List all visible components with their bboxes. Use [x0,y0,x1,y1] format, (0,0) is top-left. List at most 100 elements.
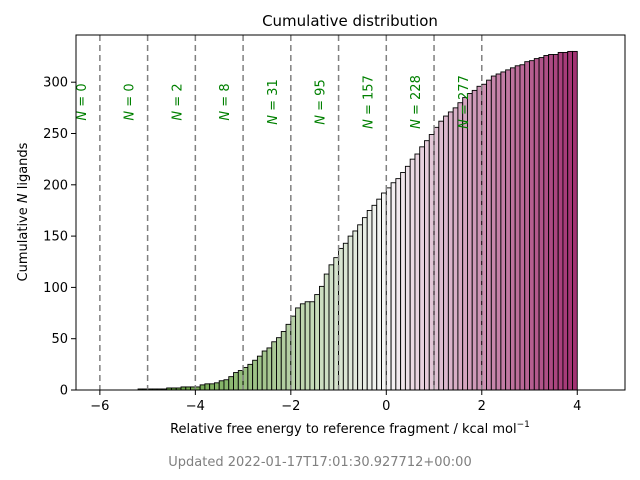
bar [438,120,445,391]
bar [424,140,430,391]
bar [280,331,287,391]
bar [299,303,306,391]
bar [552,54,559,391]
bar [366,209,373,391]
bar [256,355,263,391]
bar [557,51,564,391]
x-tick-label: 0 [382,399,390,414]
bar [519,64,526,391]
bar [342,242,349,391]
bar [495,73,502,391]
chart-title: Cumulative distribution [262,12,438,30]
bar [400,172,406,391]
count-label: N = 8 [218,83,233,120]
bar [319,285,325,391]
bar [486,79,492,391]
bar [572,50,578,391]
bar [295,307,301,391]
bar [213,382,220,391]
bar [443,115,449,391]
vertical-line-labels-group: N = 0 N = 0 N = 2 N = 8 N = 31 N = 95 N = 157 N… [75,75,472,129]
bar [361,217,368,391]
count-label: N = 0 [123,83,138,120]
bar [500,71,507,391]
x-axis-ticks: −6 −4 −2 0 2 4 [90,390,581,414]
bar [347,235,354,391]
bar [538,57,545,391]
bar [409,158,416,391]
bar [247,363,254,391]
count-label: N = 277 [457,75,472,129]
bar [328,264,335,391]
updated-timestamp: Updated 2022-01-17T17:01:30.927712+00:00 [168,455,471,470]
bar [467,93,473,391]
x-tick-label: 4 [573,399,581,414]
bar [271,341,277,391]
y-tick-label: 50 [51,332,68,347]
bar [543,55,550,391]
y-tick-label: 100 [43,281,68,296]
y-tick-label: 150 [43,230,68,245]
bar [390,182,397,391]
bar [276,337,282,391]
bar [533,58,540,391]
y-tick-label: 250 [43,127,68,142]
x-tick-label: −4 [186,399,205,414]
y-axis-label-italic: N [16,193,31,203]
y-tick-label: 300 [43,76,68,91]
bar [509,67,516,391]
bar [548,54,554,391]
bar [419,146,425,391]
bar [457,102,464,391]
bar [505,69,511,391]
bar [471,89,478,391]
bar [462,97,468,391]
y-axis-ticks: 0 50 100 150 200 250 300 [43,76,76,399]
y-tick-label: 0 [60,384,68,399]
plot-frame [75,34,626,391]
count-label: N = 157 [361,75,376,129]
x-tick-label: −2 [281,399,300,414]
bar [490,75,497,391]
bar [567,50,573,391]
bar [199,384,206,391]
x-axis-label-superscript: −1 [517,420,530,430]
bar [376,198,382,391]
x-tick-label: −6 [90,399,109,414]
bar [261,350,268,391]
bar [209,383,215,391]
count-label: N = 228 [409,75,424,129]
bar [562,51,569,391]
bar [352,230,359,391]
vertical-lines-group [99,35,483,390]
bar [314,294,320,391]
y-axis-label: Cumulative N ligands [16,142,31,281]
y-tick-label: 200 [43,178,68,193]
bar [218,380,225,391]
bar [204,383,211,391]
bar [309,301,316,391]
count-label: N = 0 [75,83,90,120]
bar [223,379,230,391]
count-label: N = 2 [170,83,185,120]
y-axis-label-suffix: ligands [16,142,31,193]
bar [304,301,311,391]
bar [395,178,402,391]
x-tick-label: 2 [478,399,486,414]
bar [428,134,435,391]
count-label: N = 95 [314,79,329,124]
bar [524,61,530,391]
bar [529,60,535,391]
y-axis-label-prefix: Cumulative [16,203,31,281]
bar [252,359,258,391]
bar [371,204,378,391]
count-label: N = 31 [266,79,281,124]
x-axis-label: Relative free energy to reference fragme… [170,420,530,437]
bar [228,376,234,391]
bar [233,372,239,391]
bar [404,165,411,391]
bar [514,65,521,391]
bar [414,153,421,391]
